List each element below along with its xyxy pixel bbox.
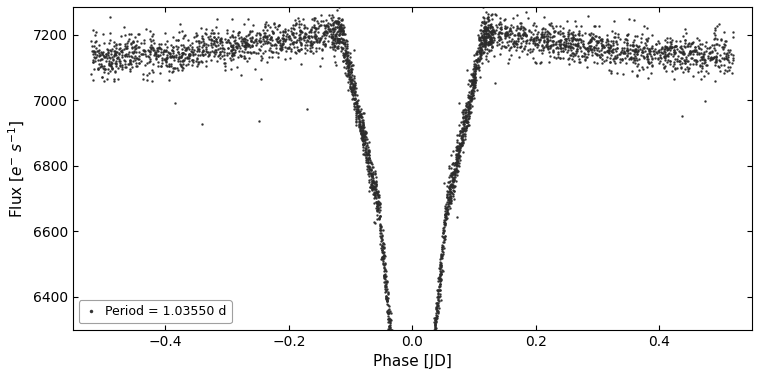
Legend: Period = 1.03550 d: Period = 1.03550 d <box>79 300 231 323</box>
Line: Period = 1.03550 d: Period = 1.03550 d <box>90 0 734 376</box>
Period = 1.03550 d <box>363 167 372 172</box>
X-axis label: Phase [JD]: Phase [JD] <box>373 354 452 369</box>
Period = 1.03550 d <box>466 92 475 97</box>
Period = 1.03550 d <box>368 179 377 183</box>
Period = 1.03550 d <box>270 41 279 46</box>
Period = 1.03550 d <box>334 21 343 26</box>
Period = 1.03550 d <box>333 36 342 41</box>
Period = 1.03550 d <box>543 32 552 36</box>
Period = 1.03550 d <box>345 68 354 72</box>
Y-axis label: Flux [$e^{-}$ $s^{-1}$]: Flux [$e^{-}$ $s^{-1}$] <box>7 119 27 217</box>
